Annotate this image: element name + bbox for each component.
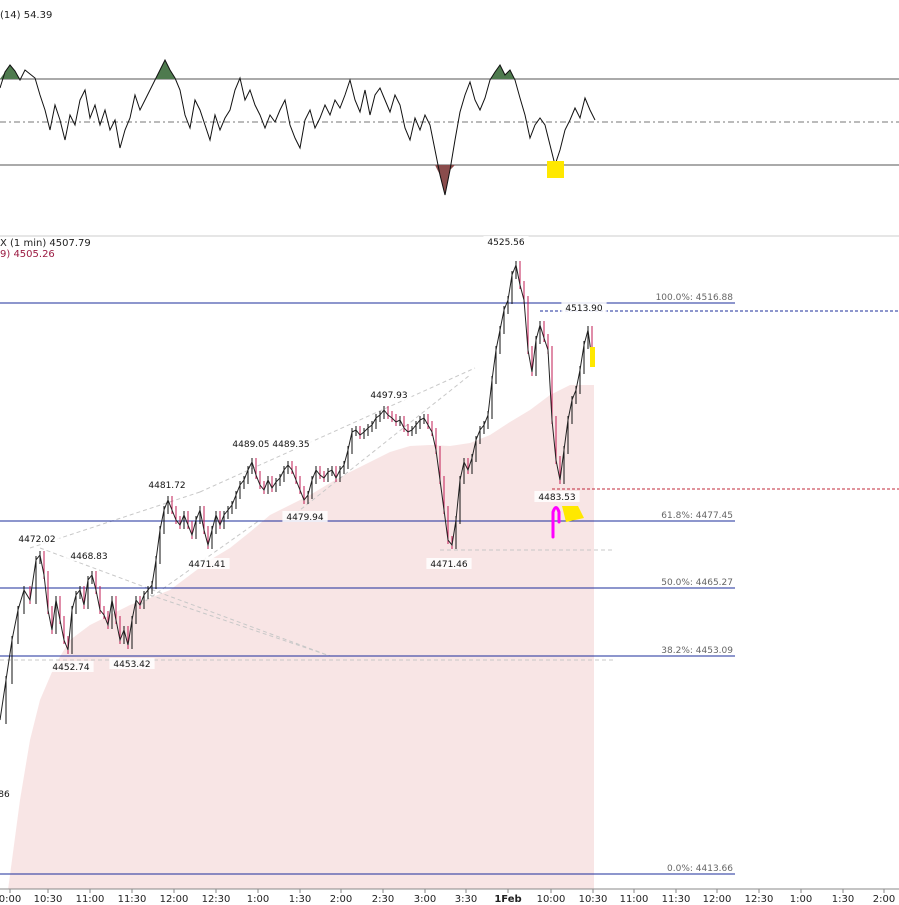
indicator-pane: (14) 54.39 bbox=[0, 10, 899, 237]
x-tick-label: 12:00 bbox=[160, 894, 189, 905]
ma-area-fill bbox=[8, 385, 594, 890]
x-tick-label: 0:00 bbox=[0, 894, 21, 905]
overbought-fill bbox=[0, 65, 20, 79]
price-label: 4453.42 bbox=[109, 658, 155, 670]
price-header: X (1 min) 4507.79 bbox=[0, 238, 91, 249]
fib-levels: 100.0%: 4516.88 61.8%: 4477.45 50.0%: 4465… bbox=[0, 293, 735, 875]
x-tick-label: 12:30 bbox=[202, 894, 231, 905]
x-tick-label: 12:00 bbox=[703, 894, 732, 905]
indicator-fill-zones bbox=[0, 60, 515, 195]
svg-text:4483.53: 4483.53 bbox=[538, 493, 575, 503]
x-tick-label: 2:00 bbox=[873, 894, 895, 905]
x-tick-label: 3:00 bbox=[414, 894, 436, 905]
price-label: 4471.41 bbox=[184, 558, 230, 570]
price-label: 4452.74 bbox=[48, 661, 94, 673]
svg-text:4471.41: 4471.41 bbox=[188, 560, 225, 570]
svg-text:4489.35: 4489.35 bbox=[272, 440, 309, 450]
price-label: 4513.90 bbox=[561, 302, 607, 314]
price-label: 4468.83 bbox=[66, 550, 112, 562]
fib-label: 38.2%: 4453.09 bbox=[661, 646, 733, 656]
svg-text:4472.02: 4472.02 bbox=[18, 535, 55, 545]
fib-label: 61.8%: 4477.45 bbox=[661, 511, 733, 521]
price-label: 4525.56 bbox=[483, 236, 529, 248]
x-tick-label: 11:00 bbox=[620, 894, 649, 905]
x-tick-label: 10:30 bbox=[579, 894, 608, 905]
indicator-highlight-marker bbox=[547, 161, 564, 178]
yellow-highlight-marker bbox=[562, 506, 584, 522]
svg-text:4481.72: 4481.72 bbox=[148, 481, 185, 491]
svg-text:4489.05: 4489.05 bbox=[232, 440, 269, 450]
yellow-edge-marker bbox=[590, 347, 595, 367]
svg-text:4525.56: 4525.56 bbox=[487, 238, 524, 248]
fib-label: 0.0%: 4413.66 bbox=[667, 864, 733, 874]
price-label: 4489.35 bbox=[268, 438, 314, 450]
indicator-line bbox=[0, 58, 596, 196]
ma-header: 9) 4505.26 bbox=[0, 249, 55, 260]
svg-text:4513.90: 4513.90 bbox=[565, 304, 602, 314]
overbought-fill bbox=[490, 65, 515, 79]
price-label: 4479.94 bbox=[282, 511, 328, 523]
fib-label: 50.0%: 4465.27 bbox=[661, 578, 733, 588]
pink-arrow-marker bbox=[551, 506, 561, 539]
price-labels: 4525.56 4513.90 4497.93 4489.05 4489.35 4481.… bbox=[0, 236, 607, 800]
price-label: 4489.05 bbox=[228, 438, 274, 450]
svg-text:4497.93: 4497.93 bbox=[370, 391, 407, 401]
price-line bbox=[0, 263, 593, 721]
oversold-fill bbox=[430, 165, 455, 195]
x-axis: 0:00 10:30 11:00 11:30 12:00 12:30 1:00 1:30 2:0… bbox=[0, 888, 899, 905]
price-label: 4472.02 bbox=[14, 533, 60, 545]
price-label: 4481.72 bbox=[144, 479, 190, 491]
svg-text:86: 86 bbox=[0, 790, 10, 800]
svg-text:4452.74: 4452.74 bbox=[52, 663, 89, 673]
svg-text:4468.83: 4468.83 bbox=[70, 552, 107, 562]
x-tick-label: 1:30 bbox=[832, 894, 854, 905]
fib-label: 100.0%: 4516.88 bbox=[656, 293, 734, 303]
x-tick-label: 10:00 bbox=[537, 894, 566, 905]
svg-text:4453.42: 4453.42 bbox=[113, 660, 150, 670]
price-label: 4471.46 bbox=[426, 558, 472, 570]
x-tick-label: 1:00 bbox=[790, 894, 812, 905]
x-tick-label: 2:00 bbox=[330, 894, 352, 905]
x-tick-label: 11:00 bbox=[76, 894, 105, 905]
x-tick-label: 2:30 bbox=[372, 894, 394, 905]
price-label: 86 bbox=[0, 788, 13, 800]
x-tick-label: 3:30 bbox=[455, 894, 477, 905]
x-tick-label: 12:30 bbox=[745, 894, 774, 905]
x-tick-label: 1Feb bbox=[494, 894, 521, 905]
svg-text:4479.94: 4479.94 bbox=[286, 513, 323, 523]
indicator-header: (14) 54.39 bbox=[0, 10, 52, 21]
x-tick-label: 11:30 bbox=[118, 894, 147, 905]
price-label: 4497.93 bbox=[366, 389, 412, 401]
overbought-fill bbox=[155, 60, 175, 79]
price-label: 4483.53 bbox=[534, 491, 580, 503]
x-tick-label: 10:30 bbox=[34, 894, 63, 905]
x-tick-label: 1:00 bbox=[247, 894, 269, 905]
svg-text:4471.46: 4471.46 bbox=[430, 560, 467, 570]
x-tick-label: 11:30 bbox=[662, 894, 691, 905]
price-bars bbox=[5, 261, 593, 724]
price-pane: X (1 min) 4507.79 9) 4505.26 100.0%: 451… bbox=[0, 236, 899, 890]
x-tick-label: 1:30 bbox=[289, 894, 311, 905]
